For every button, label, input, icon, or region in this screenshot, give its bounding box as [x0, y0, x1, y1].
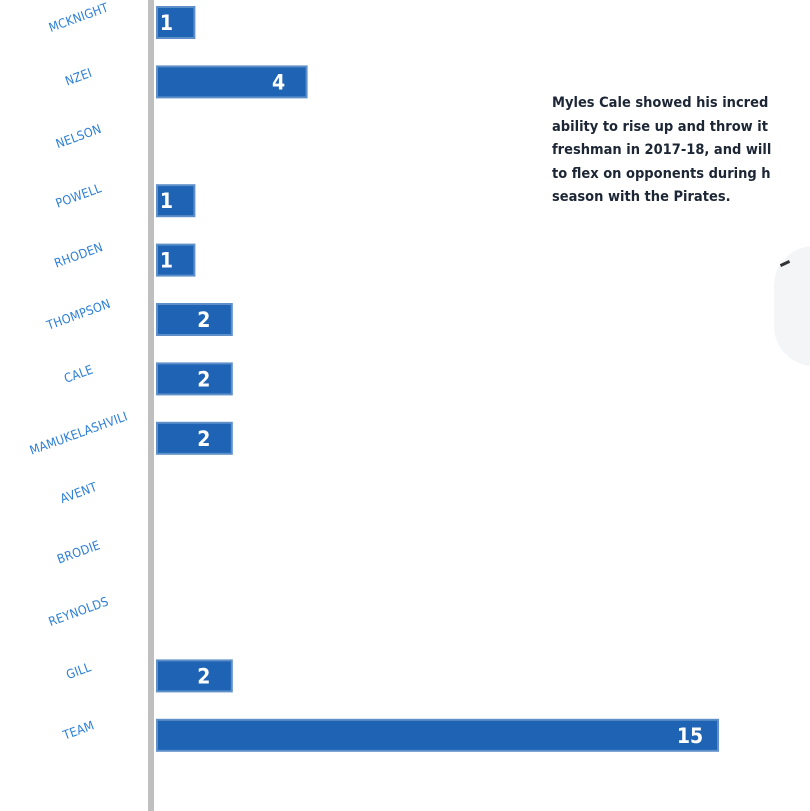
value-label-mamukelashvili: 2 — [197, 427, 210, 451]
value-label-cale: 2 — [197, 367, 210, 391]
chart-annotation: Myles Cale showed his incred ability to … — [552, 95, 772, 205]
bar-nzei — [156, 65, 308, 99]
category-label-mcknight: MCKNIGHT — [47, 0, 111, 35]
value-label-powell: 1 — [160, 189, 173, 213]
bar-thompson — [156, 303, 233, 336]
player-photo-fragment — [774, 246, 810, 366]
category-label-nzei: NZEI — [63, 65, 94, 88]
value-label-mcknight: 1 — [160, 11, 173, 35]
value-label-thompson: 2 — [197, 308, 210, 332]
category-labels: MCKNIGHT NZEI NELSON POWELL RHODEN THOMPSON CA… — [27, 0, 129, 743]
bar-mcknight — [156, 6, 196, 39]
value-labels: 1 4 1 1 2 2 2 2 15 — [160, 11, 703, 748]
bar-mamukelashvili — [156, 421, 233, 455]
bar-rhoden — [156, 243, 196, 277]
category-label-mamukelashvili: MAMUKELASHVILI — [27, 408, 129, 457]
category-label-reynolds: REYNOLDS — [46, 593, 110, 629]
bar-cale — [156, 362, 233, 396]
category-label-avent: AVENT — [58, 479, 99, 506]
bar-team — [156, 718, 719, 752]
value-label-team: 15 — [677, 724, 703, 748]
value-label-rhoden: 1 — [160, 249, 173, 273]
bar-gill — [156, 659, 233, 693]
value-label-gill: 2 — [197, 664, 210, 688]
category-label-gill: GILL — [64, 659, 93, 682]
category-label-powell: POWELL — [54, 180, 104, 211]
category-label-rhoden: RHODEN — [52, 239, 105, 270]
category-label-team: TEAM — [60, 718, 96, 743]
category-label-cale: CALE — [62, 362, 95, 386]
bar-powell — [156, 184, 196, 218]
y-axis-line — [148, 0, 154, 811]
value-label-nzei: 4 — [272, 70, 285, 94]
category-label-nelson: NELSON — [54, 121, 104, 151]
category-label-thompson: THOMPSON — [44, 296, 113, 333]
bar-group — [156, 6, 719, 752]
category-label-brodie: BRODIE — [55, 537, 102, 566]
